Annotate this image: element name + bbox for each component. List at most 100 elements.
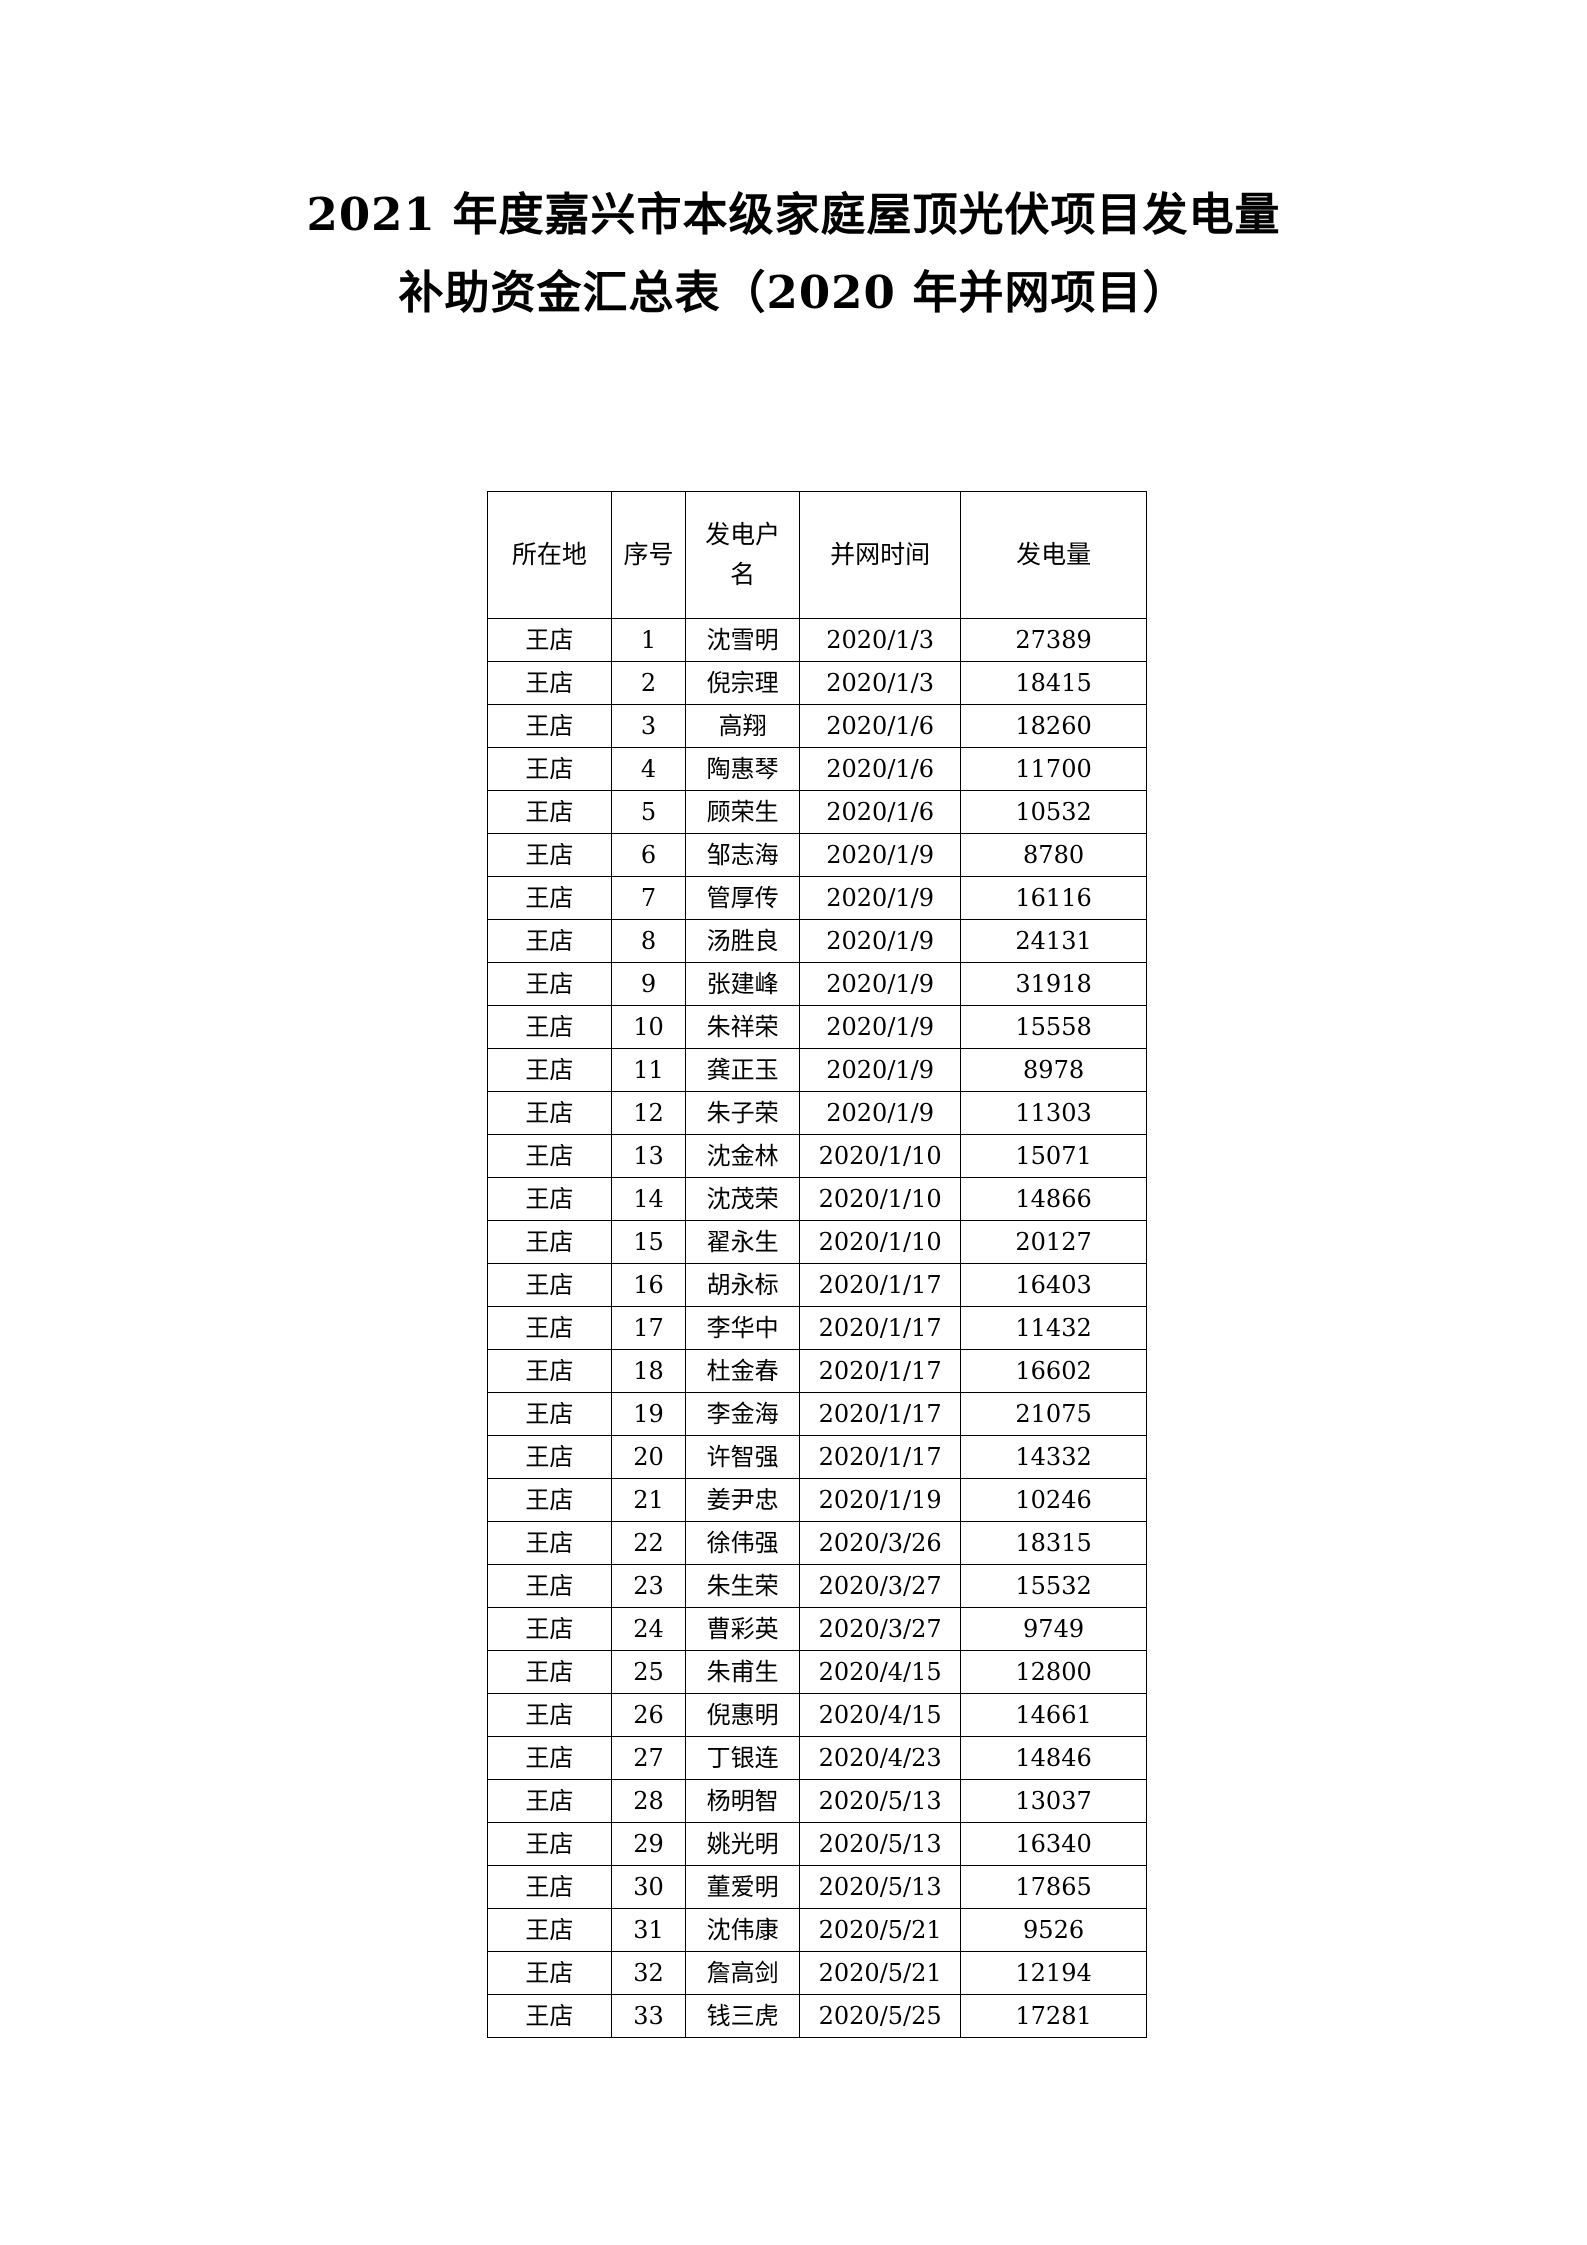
table-row: 王店 12 朱子荣 2020/1/9 11303 xyxy=(487,1091,1147,1135)
cell-location: 王店 xyxy=(487,1693,612,1737)
table-row: 王店 1 沈雪明 2020/1/3 27389 xyxy=(487,618,1147,662)
cell-seq: 10 xyxy=(610,1005,687,1049)
cell-seq: 29 xyxy=(610,1822,687,1866)
cell-name: 倪惠明 xyxy=(685,1693,801,1737)
cell-name: 丁银连 xyxy=(685,1736,801,1780)
cell-name: 朱甫生 xyxy=(685,1650,801,1694)
cell-seq: 6 xyxy=(610,833,687,877)
cell-name: 沈雪明 xyxy=(685,618,801,662)
cell-name: 翟永生 xyxy=(685,1220,801,1264)
cell-power: 31918 xyxy=(960,962,1147,1006)
cell-grid-time: 2020/1/9 xyxy=(799,1091,962,1135)
cell-name: 邹志海 xyxy=(685,833,801,877)
cell-power: 24131 xyxy=(960,919,1147,963)
cell-name: 朱生荣 xyxy=(685,1564,801,1608)
cell-grid-time: 2020/5/13 xyxy=(799,1865,962,1909)
table-row: 王店 6 邹志海 2020/1/9 8780 xyxy=(487,833,1147,877)
cell-name: 詹高剑 xyxy=(685,1951,801,1995)
column-header-seq: 序号 xyxy=(610,491,687,619)
cell-power: 21075 xyxy=(960,1392,1147,1436)
cell-location: 王店 xyxy=(487,704,612,748)
cell-grid-time: 2020/1/9 xyxy=(799,962,962,1006)
table-row: 王店 31 沈伟康 2020/5/21 9526 xyxy=(487,1908,1147,1952)
cell-name: 姜尹忠 xyxy=(685,1478,801,1522)
cell-location: 王店 xyxy=(487,1392,612,1436)
cell-name: 倪宗理 xyxy=(685,661,801,705)
cell-seq: 2 xyxy=(610,661,687,705)
cell-location: 王店 xyxy=(487,1908,612,1952)
table-row: 王店 20 许智强 2020/1/17 14332 xyxy=(487,1435,1147,1479)
cell-grid-time: 2020/1/9 xyxy=(799,833,962,877)
cell-power: 9749 xyxy=(960,1607,1147,1651)
cell-location: 王店 xyxy=(487,833,612,877)
cell-power: 9526 xyxy=(960,1908,1147,1952)
cell-grid-time: 2020/1/3 xyxy=(799,661,962,705)
cell-seq: 3 xyxy=(610,704,687,748)
table-row: 王店 32 詹高剑 2020/5/21 12194 xyxy=(487,1951,1147,1995)
cell-seq: 1 xyxy=(610,618,687,662)
cell-seq: 19 xyxy=(610,1392,687,1436)
cell-location: 王店 xyxy=(487,1478,612,1522)
table-row: 王店 11 龚正玉 2020/1/9 8978 xyxy=(487,1048,1147,1092)
cell-grid-time: 2020/5/13 xyxy=(799,1822,962,1866)
cell-location: 王店 xyxy=(487,1607,612,1651)
column-header-power-label: 发电量 xyxy=(1016,540,1092,569)
cell-seq: 20 xyxy=(610,1435,687,1479)
cell-grid-time: 2020/1/6 xyxy=(799,747,962,791)
cell-name: 曹彩英 xyxy=(685,1607,801,1651)
cell-power: 10532 xyxy=(960,790,1147,834)
cell-location: 王店 xyxy=(487,1736,612,1780)
cell-location: 王店 xyxy=(487,790,612,834)
cell-location: 王店 xyxy=(487,1951,612,1995)
cell-grid-time: 2020/3/26 xyxy=(799,1521,962,1565)
cell-power: 12800 xyxy=(960,1650,1147,1694)
cell-location: 王店 xyxy=(487,1865,612,1909)
cell-seq: 26 xyxy=(610,1693,687,1737)
table-row: 王店 22 徐伟强 2020/3/26 18315 xyxy=(487,1521,1147,1565)
cell-grid-time: 2020/4/23 xyxy=(799,1736,962,1780)
cell-power: 27389 xyxy=(960,618,1147,662)
cell-seq: 9 xyxy=(610,962,687,1006)
table-row: 王店 19 李金海 2020/1/17 21075 xyxy=(487,1392,1147,1436)
cell-seq: 15 xyxy=(610,1220,687,1264)
cell-power: 15532 xyxy=(960,1564,1147,1608)
cell-location: 王店 xyxy=(487,1564,612,1608)
cell-name: 陶惠琴 xyxy=(685,747,801,791)
cell-location: 王店 xyxy=(487,661,612,705)
cell-name: 顾荣生 xyxy=(685,790,801,834)
cell-name: 胡永标 xyxy=(685,1263,801,1307)
column-header-name-label-line2: 名 xyxy=(730,560,756,589)
cell-location: 王店 xyxy=(487,618,612,662)
cell-name: 朱子荣 xyxy=(685,1091,801,1135)
cell-name: 汤胜良 xyxy=(685,919,801,963)
cell-seq: 27 xyxy=(610,1736,687,1780)
cell-name: 龚正玉 xyxy=(685,1048,801,1092)
cell-name: 张建峰 xyxy=(685,962,801,1006)
cell-grid-time: 2020/1/9 xyxy=(799,919,962,963)
table-row: 王店 14 沈茂荣 2020/1/10 14866 xyxy=(487,1177,1147,1221)
cell-power: 15558 xyxy=(960,1005,1147,1049)
cell-grid-time: 2020/1/17 xyxy=(799,1349,962,1393)
cell-grid-time: 2020/5/13 xyxy=(799,1779,962,1823)
cell-power: 18315 xyxy=(960,1521,1147,1565)
cell-location: 王店 xyxy=(487,1435,612,1479)
cell-name: 李华中 xyxy=(685,1306,801,1350)
cell-location: 王店 xyxy=(487,876,612,920)
cell-location: 王店 xyxy=(487,1091,612,1135)
table-row: 王店 8 汤胜良 2020/1/9 24131 xyxy=(487,919,1147,963)
cell-name: 姚光明 xyxy=(685,1822,801,1866)
cell-seq: 21 xyxy=(610,1478,687,1522)
cell-power: 18415 xyxy=(960,661,1147,705)
table-row: 王店 9 张建峰 2020/1/9 31918 xyxy=(487,962,1147,1006)
cell-location: 王店 xyxy=(487,1263,612,1307)
cell-seq: 5 xyxy=(610,790,687,834)
column-header-grid-time: 并网时间 xyxy=(799,491,962,619)
cell-power: 16116 xyxy=(960,876,1147,920)
cell-grid-time: 2020/3/27 xyxy=(799,1607,962,1651)
table-row: 王店 4 陶惠琴 2020/1/6 11700 xyxy=(487,747,1147,791)
cell-name: 李金海 xyxy=(685,1392,801,1436)
table-header: 所在地 序号 发电户 名 并网时间 发电量 xyxy=(487,491,1147,619)
cell-grid-time: 2020/1/10 xyxy=(799,1220,962,1264)
cell-seq: 17 xyxy=(610,1306,687,1350)
